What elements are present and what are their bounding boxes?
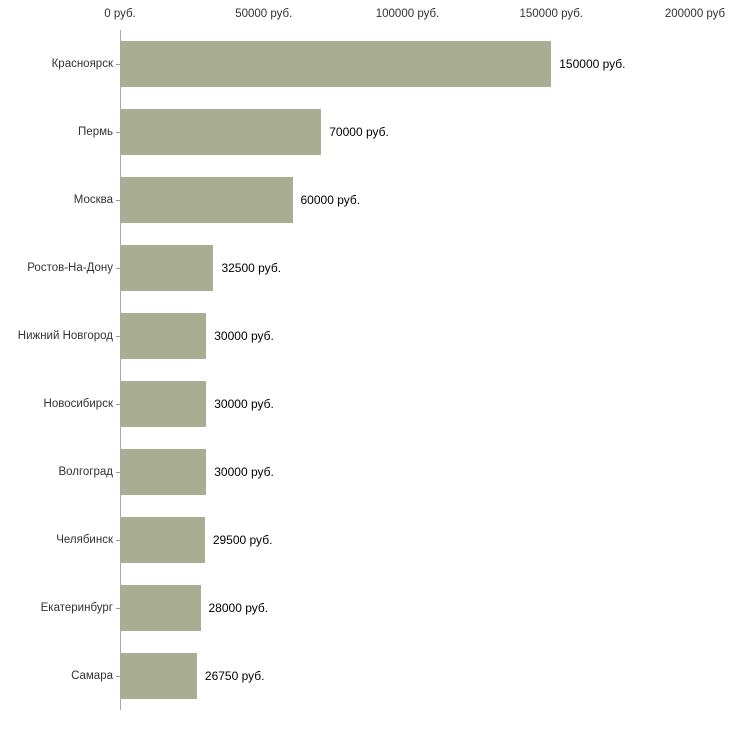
chart-row: Нижний Новгород 30000 руб. [18, 302, 695, 370]
value-label: 70000 руб. [329, 125, 389, 139]
bar [120, 449, 207, 495]
y-axis-tick [116, 268, 120, 269]
bar [120, 177, 293, 223]
chart-row: Красноярск 150000 руб. [52, 30, 695, 98]
y-axis-tick [116, 608, 120, 609]
category-label: Пермь [78, 126, 113, 138]
value-label: 30000 руб. [214, 397, 274, 411]
value-label: 30000 руб. [214, 329, 274, 343]
chart-row: Новосибирск 30000 руб. [44, 370, 695, 438]
y-axis-tick [116, 336, 120, 337]
category-label: Екатеринбург [40, 602, 113, 614]
chart-row: Екатеринбург 28000 руб. [41, 574, 695, 642]
chart-row: Ростов-На-Дону 32500 руб. [27, 234, 695, 302]
chart-row: Самара 26750 руб. [71, 642, 695, 710]
category-label: Волгоград [58, 466, 113, 478]
category-label: Ростов-На-Дону [27, 262, 113, 274]
bar [120, 381, 207, 427]
value-label: 30000 руб. [214, 465, 274, 479]
chart-row: Волгоград 30000 руб. [58, 438, 695, 506]
y-axis-tick [116, 540, 120, 541]
y-axis-tick [116, 676, 120, 677]
value-label: 32500 руб. [221, 261, 282, 275]
x-axis-tick-label: 200000 руб [664, 8, 726, 20]
y-axis-tick [116, 64, 120, 65]
bar [120, 585, 201, 631]
x-axis-tick-label: 50000 руб. [235, 8, 293, 20]
bar [120, 41, 552, 87]
chart-row: Челябинск 29500 руб. [56, 506, 695, 574]
category-label: Москва [73, 194, 113, 206]
y-axis-tick [116, 200, 120, 201]
category-label: Самара [71, 670, 113, 682]
category-label: Нижний Новгород [17, 330, 113, 342]
bar [120, 245, 214, 291]
y-axis-tick [116, 472, 120, 473]
value-label: 29500 руб. [212, 533, 273, 547]
chart-row: Москва 60000 руб. [74, 166, 695, 234]
y-axis-tick [116, 404, 120, 405]
category-label: Челябинск [56, 534, 113, 546]
value-label: 60000 руб. [300, 193, 361, 207]
plot-area: Красноярск 150000 руб. Пермь 70000 руб. Моск… [18, 30, 695, 710]
value-label: 26750 руб. [204, 669, 265, 683]
x-axis-tick-label: 150000 руб. [519, 8, 584, 20]
category-label: Красноярск [51, 58, 113, 70]
bar [120, 653, 197, 699]
y-axis-line [120, 30, 121, 710]
x-axis-tick-label: 0 руб. [104, 8, 136, 20]
bar [120, 517, 205, 563]
bar [120, 313, 207, 359]
bar [120, 109, 322, 155]
value-label: 28000 руб. [208, 601, 269, 615]
x-axis: 0 руб. 50000 руб. 100000 руб. 150000 руб. 20… [104, 0, 725, 30]
category-label: Новосибирск [43, 398, 113, 410]
y-axis-tick [116, 132, 120, 133]
chart-row: Пермь 70000 руб. [78, 98, 695, 166]
x-axis-tick-label: 100000 руб. [375, 8, 440, 20]
value-label: 150000 руб. [559, 57, 626, 71]
